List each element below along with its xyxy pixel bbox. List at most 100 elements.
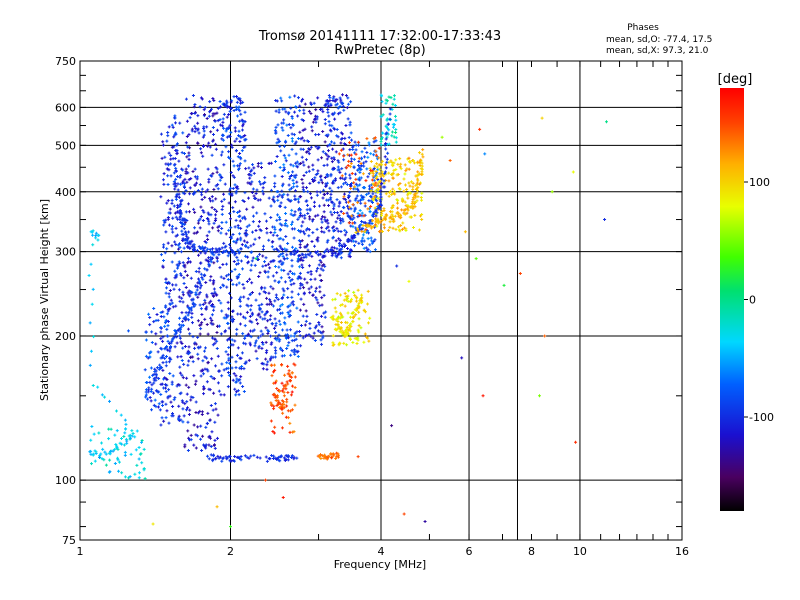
data-point — [258, 228, 262, 232]
data-point — [421, 148, 425, 152]
data-point — [89, 262, 93, 266]
data-point — [169, 298, 173, 302]
data-point — [272, 248, 276, 252]
data-point — [312, 200, 316, 204]
data-point — [165, 167, 169, 171]
data-point — [281, 248, 285, 252]
data-point — [177, 414, 181, 418]
data-point — [150, 408, 154, 412]
data-point — [226, 371, 230, 375]
data-point — [173, 187, 177, 191]
data-point — [289, 455, 293, 459]
data-point — [222, 112, 226, 116]
data-point — [367, 141, 371, 145]
data-point — [248, 319, 252, 323]
data-point — [170, 380, 174, 384]
data-point — [179, 273, 183, 277]
data-point — [209, 130, 213, 134]
data-point — [215, 330, 219, 334]
data-point — [311, 294, 315, 298]
data-point — [374, 139, 378, 143]
data-point — [339, 293, 343, 297]
data-point — [213, 438, 217, 442]
data-point — [366, 289, 370, 293]
data-point — [193, 248, 197, 252]
data-point — [177, 195, 181, 199]
data-point — [198, 323, 202, 327]
data-point — [305, 186, 309, 190]
data-point — [191, 170, 195, 174]
data-point — [202, 386, 206, 390]
data-point — [220, 459, 224, 463]
colorbar-tick-label: 100 — [749, 176, 770, 189]
data-point — [200, 247, 204, 251]
data-point — [289, 334, 293, 338]
data-point — [384, 141, 388, 145]
y-tick-label: 100 — [55, 474, 76, 487]
data-point — [130, 434, 134, 438]
data-point — [205, 295, 209, 299]
data-point — [340, 251, 344, 255]
data-point — [201, 369, 205, 373]
data-point — [408, 215, 412, 219]
data-point — [316, 147, 320, 151]
data-point — [356, 211, 360, 215]
data-point — [249, 335, 253, 339]
data-point — [243, 336, 247, 340]
data-point — [243, 159, 247, 163]
data-point — [356, 184, 360, 188]
data-point — [233, 200, 237, 204]
data-point — [381, 113, 385, 117]
data-point — [227, 326, 231, 330]
data-point — [334, 220, 338, 224]
data-point — [289, 328, 293, 332]
data-point — [211, 459, 215, 463]
data-point — [284, 159, 288, 163]
data-point — [269, 285, 273, 289]
data-point — [216, 413, 220, 417]
data-point — [281, 411, 285, 415]
data-point — [148, 350, 152, 354]
data-point — [203, 246, 207, 250]
data-point — [338, 201, 342, 205]
data-point — [213, 341, 217, 345]
data-point — [231, 206, 235, 210]
data-point — [269, 334, 273, 338]
data-point — [243, 362, 247, 366]
data-point — [200, 245, 204, 249]
data-point — [310, 254, 314, 258]
data-point — [340, 174, 344, 178]
data-point — [203, 112, 207, 116]
data-point — [153, 369, 157, 373]
data-point — [213, 208, 217, 212]
data-point — [331, 166, 335, 170]
data-point — [286, 382, 290, 386]
data-point — [350, 157, 354, 161]
data-point — [174, 283, 178, 287]
data-point — [224, 232, 228, 236]
data-point — [284, 335, 288, 339]
data-point — [336, 159, 340, 163]
data-point — [219, 123, 223, 127]
data-point — [331, 341, 335, 345]
data-point — [135, 429, 139, 433]
data-point — [231, 282, 235, 286]
data-point — [351, 221, 355, 225]
data-point — [238, 134, 242, 138]
data-point — [333, 99, 337, 103]
data-point — [298, 109, 302, 113]
data-point — [375, 199, 379, 203]
data-point — [358, 209, 362, 213]
data-point — [222, 276, 226, 280]
data-point — [208, 278, 212, 282]
data-point — [277, 333, 281, 337]
data-point — [176, 203, 180, 207]
data-point — [258, 292, 262, 296]
data-point — [213, 446, 217, 450]
data-point — [194, 433, 198, 437]
data-point — [176, 243, 180, 247]
data-point — [193, 183, 197, 187]
data-point — [172, 135, 176, 139]
data-point — [336, 106, 340, 110]
data-point — [332, 202, 336, 206]
